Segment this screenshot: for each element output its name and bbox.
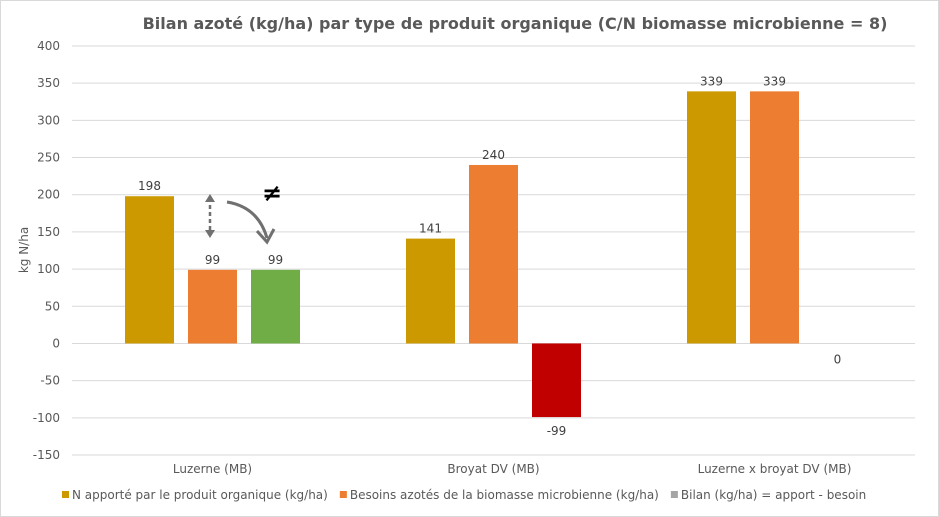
y-tick-label: 150 <box>37 225 60 239</box>
y-tick-label: -100 <box>33 411 60 425</box>
data-label: 339 <box>700 74 723 88</box>
chart-title: Bilan azoté (kg/ha) par type de produit … <box>143 14 888 33</box>
legend-swatch <box>62 491 69 498</box>
y-tick-label: 100 <box>37 262 60 276</box>
bar <box>125 196 174 344</box>
data-label: 0 <box>834 352 842 366</box>
bar <box>469 164 518 344</box>
legend-entry: N apporté par le produit organique (kg/h… <box>72 488 328 502</box>
bar <box>406 238 455 344</box>
data-label: 339 <box>763 74 786 88</box>
data-label: -99 <box>547 424 567 438</box>
data-label: 99 <box>268 253 283 267</box>
y-tick-label: 50 <box>45 299 60 313</box>
arrow-up-icon <box>205 194 215 202</box>
x-tick-label: Luzerne x broyat DV (MB) <box>698 462 852 476</box>
bar <box>532 343 581 418</box>
annotation: ≠ <box>205 179 282 245</box>
data-label: 198 <box>138 179 161 193</box>
y-tick-label: -150 <box>33 448 60 462</box>
legend-entry: Besoins azotés de la biomasse microbienn… <box>350 488 659 502</box>
legend-swatch <box>339 491 347 498</box>
y-tick-label: 200 <box>37 188 60 202</box>
bar <box>750 91 799 344</box>
arrow-down-icon <box>205 230 215 238</box>
legend-entry: Bilan (kg/ha) = apport - besoin <box>681 488 866 502</box>
y-tick-label: 300 <box>37 113 60 127</box>
curved-arrow-head <box>255 228 276 245</box>
x-tick-label: Broyat DV (MB) <box>447 462 539 476</box>
data-label: 99 <box>205 253 220 267</box>
y-axis-label: kg N/ha <box>17 227 31 273</box>
curved-arrow-icon <box>226 200 269 239</box>
data-label: 141 <box>419 222 442 236</box>
bar <box>188 269 237 344</box>
x-tick-label: Luzerne (MB) <box>173 462 252 476</box>
not-equal-annotation: ≠ <box>262 179 282 207</box>
bar <box>687 91 736 344</box>
bar <box>251 269 300 344</box>
y-tick-label: 0 <box>52 336 60 350</box>
y-tick-label: 250 <box>37 151 60 165</box>
legend-swatch <box>670 491 678 498</box>
y-tick-label: 350 <box>37 76 60 90</box>
y-tick-label: -50 <box>40 374 60 388</box>
y-tick-label: 400 <box>37 39 60 53</box>
data-label: 240 <box>482 148 505 162</box>
